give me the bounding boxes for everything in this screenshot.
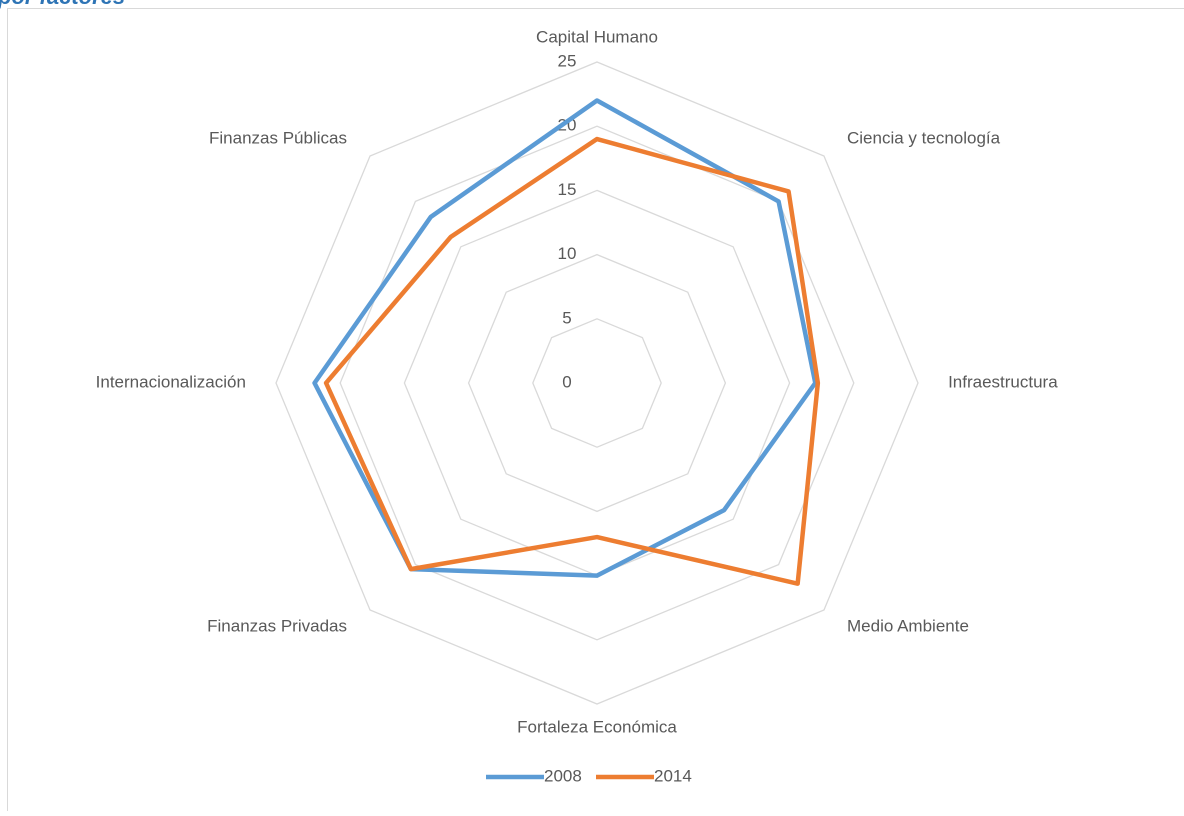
grid-ring: [404, 190, 789, 575]
r-tick-label: 0: [562, 372, 571, 391]
category-label: Medio Ambiente: [847, 616, 969, 635]
series-line: [315, 101, 816, 576]
grid-ring: [469, 255, 726, 512]
r-tick-label: 5: [562, 308, 571, 327]
grid-ring: [533, 319, 661, 447]
category-label: Infraestructura: [948, 372, 1058, 391]
grid-ring: [276, 62, 918, 704]
chart-border: [8, 9, 1184, 812]
category-label: Finanzas Públicas: [209, 128, 347, 147]
category-label: Ciencia y tecnología: [847, 128, 1001, 147]
legend-label: 2014: [654, 766, 692, 785]
category-label: Internacionalización: [96, 372, 246, 391]
category-label: Finanzas Privadas: [207, 616, 347, 635]
series-line: [326, 139, 818, 584]
chart-title: por factores: [0, 0, 125, 9]
r-tick-label: 15: [558, 180, 577, 199]
r-tick-label: 25: [558, 51, 577, 70]
r-tick-label: 10: [558, 244, 577, 263]
category-label: Fortaleza Económica: [517, 718, 677, 737]
legend-label: 2008: [544, 766, 582, 785]
category-label: Capital Humano: [536, 27, 658, 46]
